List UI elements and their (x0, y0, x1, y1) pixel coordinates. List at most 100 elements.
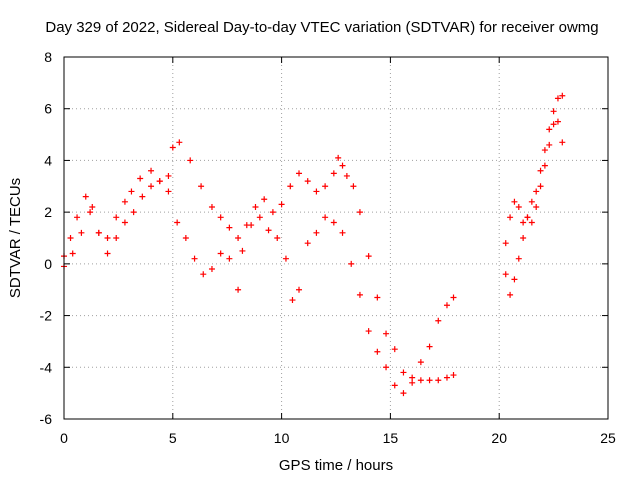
data-point (383, 364, 390, 371)
y-tick-label: -2 (40, 308, 53, 324)
data-point (417, 377, 424, 384)
y-tick-label: 8 (44, 49, 52, 65)
data-point (450, 294, 457, 301)
data-point (409, 379, 416, 386)
data-point (339, 229, 346, 236)
data-point (121, 219, 128, 226)
data-point (165, 188, 172, 195)
data-point (74, 214, 81, 221)
data-point (182, 235, 189, 241)
data-point (511, 276, 518, 283)
data-point (343, 172, 350, 179)
data-point (156, 178, 163, 185)
y-tick-label: -6 (40, 411, 53, 427)
data-point (550, 121, 557, 128)
plot-frame (63, 56, 609, 420)
data-point (95, 229, 102, 236)
data-point (435, 377, 442, 384)
data-point (239, 247, 246, 254)
series-track-b (61, 178, 457, 397)
data-point (104, 235, 111, 241)
x-tick-label: 20 (491, 430, 507, 446)
data-point (443, 374, 450, 381)
data-point (113, 214, 120, 221)
data-point (528, 219, 535, 226)
x-axis-label: GPS time / hours (279, 457, 393, 474)
y-axis-label: SDTVAR / TECUs (7, 178, 24, 298)
data-point (137, 175, 144, 182)
y-tick-label: -4 (40, 359, 53, 375)
data-point (541, 147, 548, 154)
data-point (450, 372, 457, 379)
data-point (274, 235, 281, 241)
data-point (348, 260, 355, 267)
chart-title: Day 329 of 2022, Sidereal Day-to-day VTE… (45, 19, 598, 36)
data-point (356, 209, 363, 216)
data-point (550, 108, 557, 115)
y-tick-label: 0 (44, 256, 52, 272)
data-point (296, 170, 303, 177)
data-point (217, 214, 224, 221)
data-point (537, 183, 544, 190)
data-point (278, 201, 285, 208)
data-point (265, 227, 272, 234)
data-point (121, 198, 128, 205)
data-point (330, 219, 337, 226)
data-point (128, 188, 135, 195)
data-point (443, 302, 450, 309)
data-point (226, 224, 233, 231)
data-point (546, 141, 553, 148)
data-point (520, 235, 527, 241)
y-tick-label: 2 (44, 204, 52, 220)
data-point (261, 196, 268, 203)
data-point (198, 183, 205, 190)
data-point (208, 266, 215, 273)
data-point (104, 250, 111, 257)
data-point (313, 188, 320, 195)
data-point (235, 235, 242, 241)
data-point (533, 188, 540, 195)
data-point (287, 183, 294, 190)
data-point (400, 369, 407, 376)
data-point (248, 222, 255, 229)
data-point (226, 255, 233, 262)
data-point (191, 255, 198, 262)
data-point (330, 170, 337, 177)
data-point (435, 317, 442, 324)
data-point (304, 178, 311, 185)
data-point (559, 92, 566, 99)
x-tick-label: 5 (169, 430, 177, 446)
data-point (252, 203, 259, 210)
data-point (289, 297, 296, 304)
data-point (365, 253, 372, 260)
data-point (515, 255, 522, 262)
data-point (187, 157, 194, 164)
data-point (165, 172, 172, 179)
data-point (139, 193, 146, 200)
x-tick-label: 0 (60, 430, 68, 446)
data-point (82, 193, 89, 200)
data-point (200, 271, 207, 278)
series-track-c (502, 108, 566, 247)
data-point (502, 240, 509, 247)
y-tick-label: 4 (44, 152, 52, 168)
data-point (537, 167, 544, 174)
data-point (208, 203, 215, 210)
data-point (78, 229, 85, 236)
x-tick-label: 15 (383, 430, 399, 446)
data-point (533, 203, 540, 210)
data-point (528, 198, 535, 205)
data-point (304, 240, 311, 247)
ticks-layer: 0 5 10 15 20 25 -6 -4 -2 0 2 4 6 8 (40, 49, 616, 446)
data-point (546, 126, 553, 133)
data-point (256, 214, 263, 221)
data-point (130, 209, 137, 216)
data-point (426, 343, 433, 350)
data-point (176, 139, 183, 146)
data-point (507, 214, 514, 221)
data-point (502, 271, 509, 278)
data-point (417, 359, 424, 366)
data-point (511, 198, 518, 205)
data-point (313, 229, 320, 236)
